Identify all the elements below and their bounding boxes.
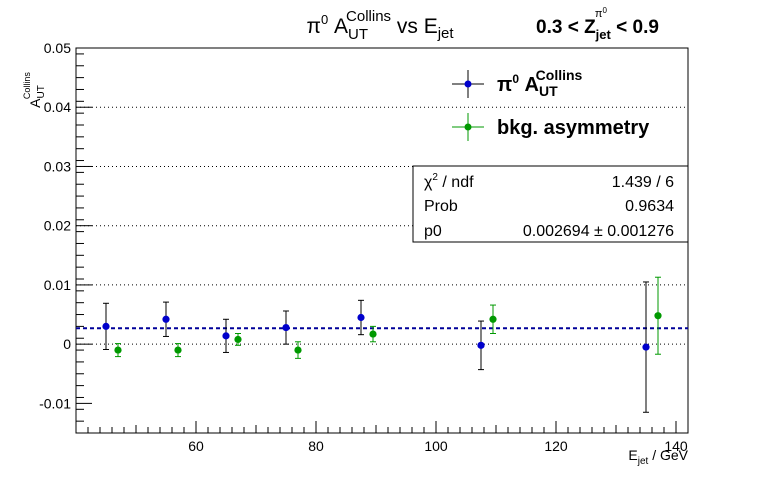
axes: -0.01 0 0.01 0.02 0.03 0.04 0.05 60 80 100 120 140 <box>39 40 689 454</box>
fit-stats-box: χ2 / ndf 1.439 / 6 Prob 0.9634 p0 0.0026… <box>412 165 689 243</box>
y-tick-label-0: -0.01 <box>39 395 71 411</box>
data-point-s0-0 <box>102 322 110 330</box>
z-range-sub: jet <box>595 27 612 42</box>
title-main: A <box>328 15 348 38</box>
legend-marker-1 <box>464 123 472 131</box>
data-point-s1-0 <box>114 346 122 354</box>
y-axis-label: AUT Collins <box>22 72 47 108</box>
z-range-suffix: < 0.9 <box>611 17 659 38</box>
fit-stats-chi-sup: 2 <box>432 172 438 183</box>
data-point-s1-1 <box>174 346 182 354</box>
data-point-s0-5 <box>477 341 485 349</box>
data-point-s0-1 <box>162 315 170 323</box>
legend-label-0-main: π <box>497 74 512 96</box>
y-tick-label-3: 0.02 <box>44 218 71 234</box>
title-prefix-sup: 0 <box>321 12 328 27</box>
x-tick-label-3: 120 <box>544 438 568 454</box>
legend-label-0-sup: 0 <box>512 72 519 86</box>
title-main-sub: UT <box>348 26 368 43</box>
data-point-s0-4 <box>357 313 365 322</box>
x-axis-label-rest: / GeV <box>648 447 688 463</box>
fit-stats-chi: χ <box>424 174 433 191</box>
x-tick-label-4: 140 <box>664 438 688 454</box>
y-tick-label-2: 0.01 <box>44 277 71 293</box>
y-axis-label-sup: Collins <box>22 72 32 100</box>
legend-label-0-sup2: Collins <box>536 67 583 83</box>
x-tick-label-0: 60 <box>188 438 204 454</box>
fit-stats-row-0-label: χ2 / ndf <box>424 172 474 191</box>
y-tick-label-4: 0.03 <box>44 158 71 174</box>
x-axis-label-main: E <box>628 447 637 463</box>
fit-stats-chi-rest: / ndf <box>438 174 474 191</box>
data-point-s1-5 <box>489 315 497 323</box>
data-point-s0-2 <box>222 332 230 340</box>
data-point-s0-6 <box>642 343 650 351</box>
legend: π0 AUTCollins bkg. asymmetry <box>452 67 650 141</box>
z-range-sup: π <box>595 8 603 20</box>
y-axis-label-sub: UT <box>36 85 47 98</box>
z-range-prefix: 0.3 < Z <box>536 17 596 38</box>
data-point-s1-2 <box>234 335 242 344</box>
series-group <box>102 276 662 413</box>
z-range-label: 0.3 < Zjet π0 < 0.9 <box>536 6 659 42</box>
legend-marker-0 <box>464 80 472 88</box>
data-point-s0-3 <box>282 323 290 332</box>
y-tick-label-6: 0.05 <box>44 40 71 56</box>
legend-label-1: bkg. asymmetry <box>497 117 650 139</box>
z-range-sup-sup: 0 <box>602 6 607 15</box>
data-point-s1-6 <box>654 312 662 320</box>
fit-stats-row-1-label: Prob <box>424 198 458 215</box>
y-tick-label-1: 0 <box>63 336 71 352</box>
data-point-s1-4 <box>369 330 377 338</box>
x-tick-label-1: 80 <box>308 438 324 454</box>
fit-stats-row-2-value: 0.002694 ± 0.001276 <box>523 223 674 240</box>
title-main-sup: Collins <box>346 8 391 25</box>
x-axis-label: Ejet / GeV <box>628 447 688 467</box>
x-axis-label-sub: jet <box>637 456 649 467</box>
fit-stats-frame <box>412 165 689 243</box>
y-axis-label-main: A <box>27 98 43 108</box>
y-tick-label-5: 0.04 <box>44 99 71 115</box>
title-suffix: vs E <box>391 15 438 38</box>
chart-title: π0 AUTCollins vs Ejet <box>306 8 454 43</box>
fit-stats-row-0-value: 1.439 / 6 <box>612 174 674 191</box>
x-tick-label-2: 100 <box>424 438 448 454</box>
legend-label-0-rest: A <box>519 74 539 96</box>
data-point-s1-3 <box>294 346 302 354</box>
fit-stats-row-1-value: 0.9634 <box>625 198 674 215</box>
legend-label-0: π0 AUTCollins <box>497 67 583 99</box>
title-prefix: π <box>306 15 321 38</box>
title-suffix-sub: jet <box>437 25 455 42</box>
fit-stats-row-2-label: p0 <box>424 223 442 240</box>
legend-label-0-sub: UT <box>539 83 558 99</box>
